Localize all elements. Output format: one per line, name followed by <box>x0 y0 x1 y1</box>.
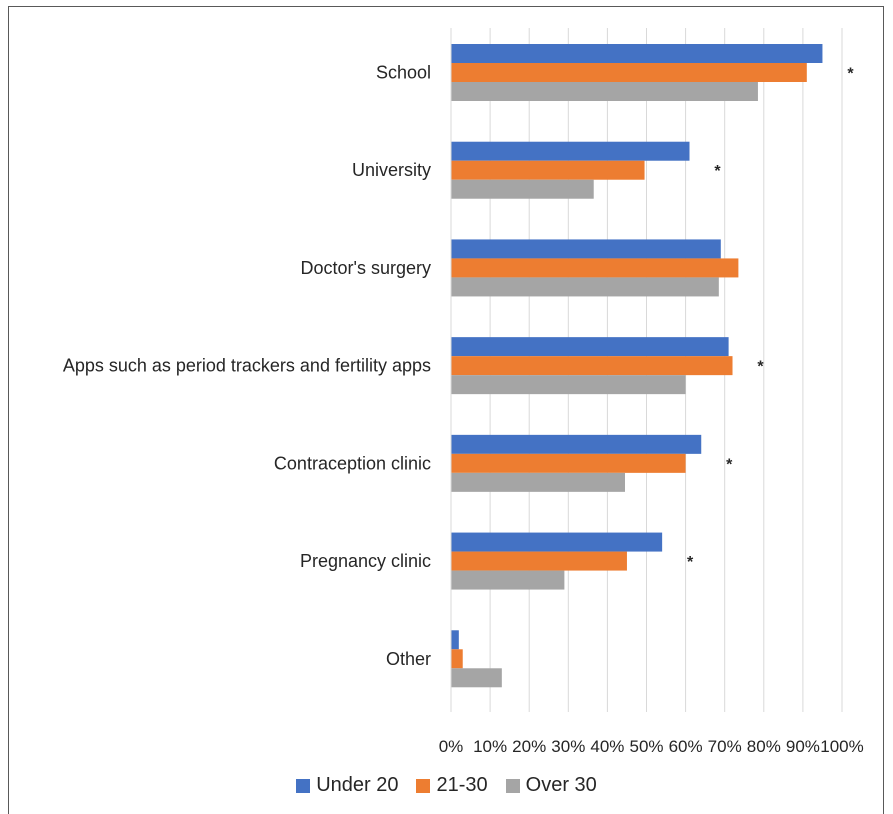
bar <box>451 337 729 357</box>
bar <box>451 630 459 650</box>
x-tick-label: 90% <box>786 737 820 756</box>
x-tick-label: 70% <box>708 737 742 756</box>
x-tick-label: 100% <box>820 737 863 756</box>
x-tick-label: 40% <box>590 737 624 756</box>
x-tick-label: 60% <box>669 737 703 756</box>
legend-swatch <box>505 778 520 793</box>
bar <box>451 649 463 669</box>
significance-marker: * <box>757 359 764 376</box>
category-label: Apps such as period trackers and fertili… <box>63 356 431 376</box>
bar <box>451 570 565 590</box>
x-tick-label: 20% <box>512 737 546 756</box>
bar <box>451 179 594 199</box>
bar <box>451 277 719 297</box>
legend-label: Under 20 <box>316 774 399 796</box>
legend-item: Under 20 <box>296 774 398 797</box>
significance-marker: * <box>714 163 721 180</box>
bar <box>451 44 823 63</box>
significance-marker: * <box>726 456 733 473</box>
category-label: Contraception clinic <box>274 453 431 473</box>
bar <box>451 434 702 454</box>
legend-item: 21-30 <box>416 774 488 797</box>
bar <box>451 532 663 552</box>
category-label: Doctor's surgery <box>301 258 431 278</box>
x-tick-label: 80% <box>747 737 781 756</box>
bar <box>451 668 502 688</box>
bar <box>451 82 758 101</box>
bar <box>451 63 807 82</box>
significance-marker: * <box>847 66 854 83</box>
bar <box>451 141 690 161</box>
category-label: Other <box>386 649 431 669</box>
legend-item: Over 30 <box>505 774 597 797</box>
bar <box>451 375 686 395</box>
chart-frame <box>8 6 884 814</box>
legend-label: Over 30 <box>525 774 597 796</box>
category-label: School <box>376 63 431 83</box>
x-tick-label: 10% <box>473 737 507 756</box>
x-tick-label: 50% <box>629 737 663 756</box>
bar <box>451 453 686 473</box>
bar <box>451 472 625 492</box>
significance-marker: * <box>687 554 694 571</box>
category-label: Pregnancy clinic <box>300 551 431 571</box>
bar <box>451 160 645 180</box>
legend: Under 20 21-30 Over 30 <box>0 774 893 797</box>
bar <box>451 258 739 278</box>
x-tick-label: 30% <box>551 737 585 756</box>
bar <box>451 239 721 259</box>
legend-swatch <box>296 778 311 793</box>
legend-label: 21-30 <box>436 774 488 796</box>
x-tick-label: 0% <box>439 737 464 756</box>
legend-swatch <box>416 778 431 793</box>
bar <box>451 551 627 571</box>
category-label: University <box>352 160 431 180</box>
bar <box>451 356 733 376</box>
